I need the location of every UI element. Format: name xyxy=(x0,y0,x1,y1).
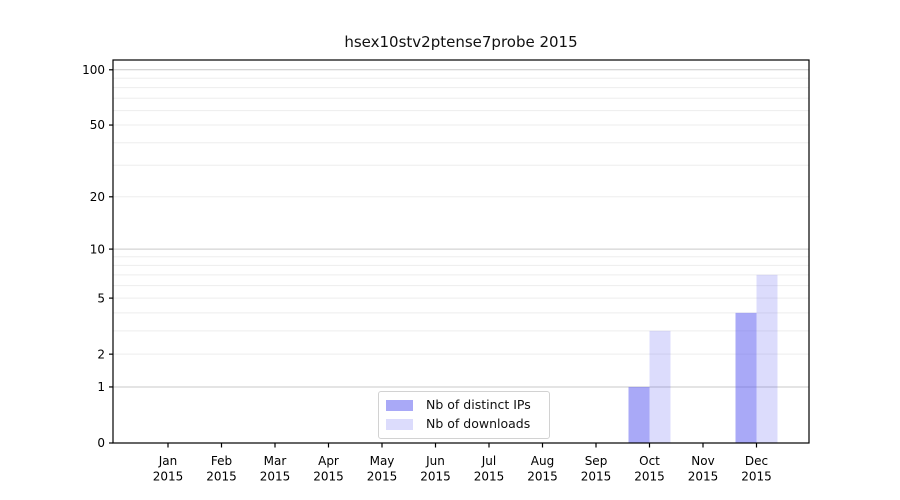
legend: Nb of distinct IPs Nb of downloads xyxy=(378,391,550,439)
x-axis: Jan 2015 Feb 2015 Mar 2015 Apr 2015 May 2015 Jun 20… xyxy=(153,443,772,484)
x-tick-label-month: Jan xyxy=(158,454,178,468)
x-tick-label-year: 2015 xyxy=(634,470,665,484)
legend-swatch-downloads xyxy=(386,419,413,430)
y-tick-label: 1 xyxy=(97,380,105,394)
x-tick-label-month: Oct xyxy=(639,454,660,468)
x-tick-label-year: 2015 xyxy=(741,470,772,484)
y-tick-label: 50 xyxy=(90,118,105,132)
y-tick-label: 5 xyxy=(97,291,105,305)
x-tick-label-month: Aug xyxy=(531,454,554,468)
x-tick-label-month: Sep xyxy=(585,454,608,468)
y-tick-label: 20 xyxy=(90,190,105,204)
x-tick-label-month: Apr xyxy=(318,454,339,468)
legend-label-downloads: Nb of downloads xyxy=(426,416,531,432)
y-tick-label: 2 xyxy=(97,347,105,361)
x-tick-label-year: 2015 xyxy=(313,470,344,484)
chart-title: hsex10stv2ptense7probe 2015 xyxy=(344,33,578,51)
x-tick-label-month: Feb xyxy=(211,454,232,468)
x-tick-label-year: 2015 xyxy=(527,470,558,484)
y-tick-label: 100 xyxy=(82,63,105,77)
y-tick-label: 0 xyxy=(97,436,105,450)
legend-swatch-distinct-ips xyxy=(386,400,413,411)
x-tick-label-year: 2015 xyxy=(474,470,505,484)
axes-frame xyxy=(112,59,810,444)
x-tick-label-month: Jul xyxy=(481,454,496,468)
x-tick-label-year: 2015 xyxy=(260,470,291,484)
gridlines xyxy=(113,69,809,388)
bar-downloads-Dec-2015 xyxy=(756,274,778,443)
x-tick-label-month: Mar xyxy=(264,454,287,468)
x-tick-label-year: 2015 xyxy=(367,470,398,484)
x-tick-label-month: Nov xyxy=(691,454,714,468)
x-tick-label-month: Dec xyxy=(745,454,768,468)
x-tick-label-year: 2015 xyxy=(420,470,451,484)
x-tick-label-year: 2015 xyxy=(153,470,184,484)
bar-downloads-Oct-2015 xyxy=(649,330,671,443)
x-tick-label-month: Jun xyxy=(425,454,445,468)
legend-item-downloads: Nb of downloads xyxy=(386,417,549,432)
legend-label-distinct-ips: Nb of distinct IPs xyxy=(426,397,531,413)
x-tick-label-year: 2015 xyxy=(688,470,719,484)
bar-distinct-ips-Dec-2015 xyxy=(735,312,757,443)
bars xyxy=(628,274,778,443)
x-tick-label-month: May xyxy=(370,454,395,468)
x-tick-label-year: 2015 xyxy=(581,470,612,484)
legend-item-distinct-ips: Nb of distinct IPs xyxy=(386,398,549,413)
bar-distinct-ips-Oct-2015 xyxy=(628,386,650,443)
y-axis: 0 1 2 5 10 20 50 100 xyxy=(82,63,113,450)
y-tick-label: 10 xyxy=(90,242,105,256)
x-tick-label-year: 2015 xyxy=(206,470,237,484)
